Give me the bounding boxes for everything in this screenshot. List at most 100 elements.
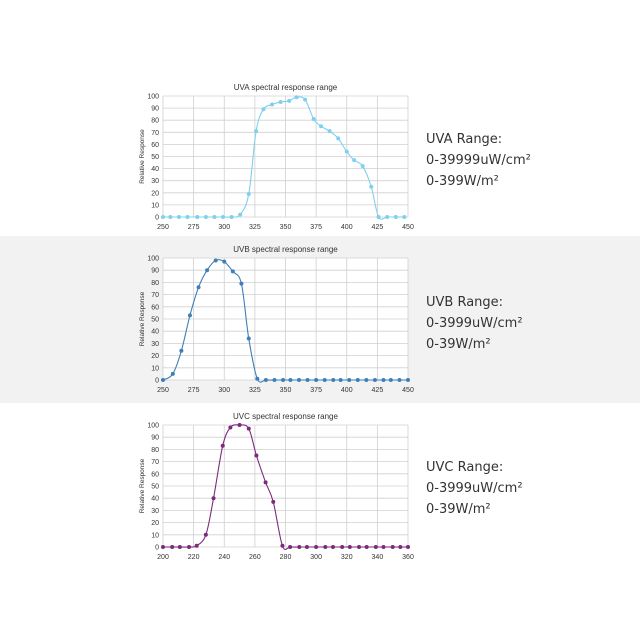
uvc-x-tick-label: 240	[218, 554, 230, 561]
uvb-data-point	[179, 348, 184, 353]
uvc-x-tick-label: 200	[157, 554, 169, 561]
uvb-data-point	[355, 378, 360, 382]
uvc-data-point	[406, 545, 410, 549]
uvc-range-text: UVC Range: 0-3999uW/cm² 0-39W/m²	[426, 457, 523, 520]
uva-data-point	[254, 129, 259, 134]
uva-y-tick-label: 60	[151, 142, 159, 149]
uvc-data-point	[314, 545, 319, 549]
uvb-data-point	[406, 378, 410, 382]
uva-range-microwatts: 0-39999uW/cm²	[426, 153, 531, 168]
uva-x-tick-label: 350	[280, 224, 292, 231]
uva-data-point	[385, 215, 390, 219]
uvc-data-point	[246, 426, 251, 431]
uva-y-tick-label: 80	[151, 118, 159, 125]
uvb-y-tick-label: 80	[151, 280, 159, 287]
uvc-x-tick-label: 320	[341, 554, 353, 561]
uvb-y-tick-label: 50	[151, 317, 159, 324]
uva-data-point	[294, 95, 299, 100]
uvb-data-point	[372, 378, 377, 382]
uva-range-title: UVA Range:	[426, 132, 503, 147]
uvb-data-point	[296, 378, 301, 382]
uvb-y-tick-label: 100	[147, 256, 159, 263]
uva-data-point	[168, 215, 173, 219]
uvc-range-watts: 0-39W/m²	[426, 502, 491, 517]
uvb-y-tick-label: 90	[151, 268, 159, 275]
uvc-data-point	[211, 496, 216, 501]
uvc-x-tick-label: 360	[402, 554, 414, 561]
uva-x-tick-label: 400	[341, 224, 353, 231]
uvc-data-point	[330, 545, 335, 549]
uvb-data-point	[288, 378, 293, 382]
uva-data-point	[393, 215, 398, 219]
uvb-data-point	[281, 378, 286, 382]
uvc-y-tick-label: 30	[151, 508, 159, 515]
uva-y-tick-label: 40	[151, 166, 159, 173]
uvb-data-point	[322, 378, 327, 382]
uvb-data-point	[381, 378, 386, 382]
uvc-data-point	[373, 545, 378, 549]
uvc-data-point	[203, 532, 208, 537]
uva-y-tick-label: 90	[151, 106, 159, 113]
uvc-x-tick-label: 280	[280, 554, 292, 561]
uva-data-point	[376, 215, 381, 219]
uva-y-tick-label: 10	[151, 202, 159, 209]
uva-data-point	[161, 215, 165, 219]
uva-chart-title: UVA spectral response range	[234, 83, 338, 92]
uvb-data-point	[314, 378, 319, 382]
uvb-data-point	[161, 378, 165, 382]
uvb-data-point	[222, 259, 227, 264]
uvc-y-tick-label: 0	[155, 545, 159, 552]
uva-x-tick-label: 450	[402, 224, 414, 231]
uva-data-point	[303, 97, 308, 102]
uvc-data-point	[263, 480, 268, 485]
uvc-data-point	[398, 545, 403, 549]
uva-data-point	[319, 124, 324, 129]
uva-y-tick-label: 100	[147, 94, 159, 101]
uvc-x-tick-label: 220	[188, 554, 200, 561]
uvc-y-tick-label: 80	[151, 447, 159, 454]
uvb-data-point	[170, 371, 175, 376]
uva-data-point	[261, 107, 266, 112]
uvb-y-tick-label: 60	[151, 304, 159, 311]
uvc-y-tick-label: 20	[151, 520, 159, 527]
uvb-data-point	[272, 378, 277, 382]
uvb-range-microwatts: 0-3999uW/cm²	[426, 316, 523, 331]
uva-data-point	[195, 215, 200, 219]
uvc-data-point	[340, 545, 345, 549]
uvb-x-tick-label: 375	[310, 387, 322, 394]
uvb-data-point	[305, 378, 310, 382]
uvc-y-tick-label: 70	[151, 459, 159, 466]
uvc-data-point	[271, 499, 276, 504]
uvc-x-tick-label: 340	[372, 554, 384, 561]
uva-range-watts: 0-399W/m²	[426, 174, 499, 189]
uvb-data-point	[205, 268, 210, 273]
uvb-y-tick-label: 70	[151, 292, 159, 299]
uvc-y-axis-label: Relative Response	[139, 458, 146, 513]
uvc-data-point	[288, 545, 293, 549]
uvc-data-point	[280, 543, 285, 548]
uvb-x-tick-label: 250	[157, 387, 169, 394]
uvb-x-tick-label: 300	[218, 387, 230, 394]
uva-data-point	[352, 158, 357, 163]
uva-range-text: UVA Range: 0-39999uW/cm² 0-399W/m²	[426, 129, 531, 192]
uvc-y-tick-label: 50	[151, 484, 159, 491]
uvc-chart-title: UVC spectral response range	[233, 412, 338, 421]
uva-data-point	[402, 215, 407, 219]
uva-data-point	[221, 215, 226, 219]
uvb-data-point	[397, 378, 402, 382]
uvc-data-point	[220, 443, 225, 448]
uvc-data-point	[364, 545, 369, 549]
uvb-data-point	[255, 376, 260, 381]
uva-data-point	[176, 215, 181, 219]
uvb-y-tick-label: 40	[151, 329, 159, 336]
uvb-data-point	[338, 378, 343, 382]
uva-x-tick-label: 325	[249, 224, 261, 231]
uva-y-axis-label: Relative Response	[139, 129, 146, 184]
uva-y-tick-label: 30	[151, 178, 159, 185]
uvb-x-tick-label: 400	[341, 387, 353, 394]
uva-y-tick-label: 0	[155, 215, 159, 222]
uvc-y-tick-label: 40	[151, 496, 159, 503]
